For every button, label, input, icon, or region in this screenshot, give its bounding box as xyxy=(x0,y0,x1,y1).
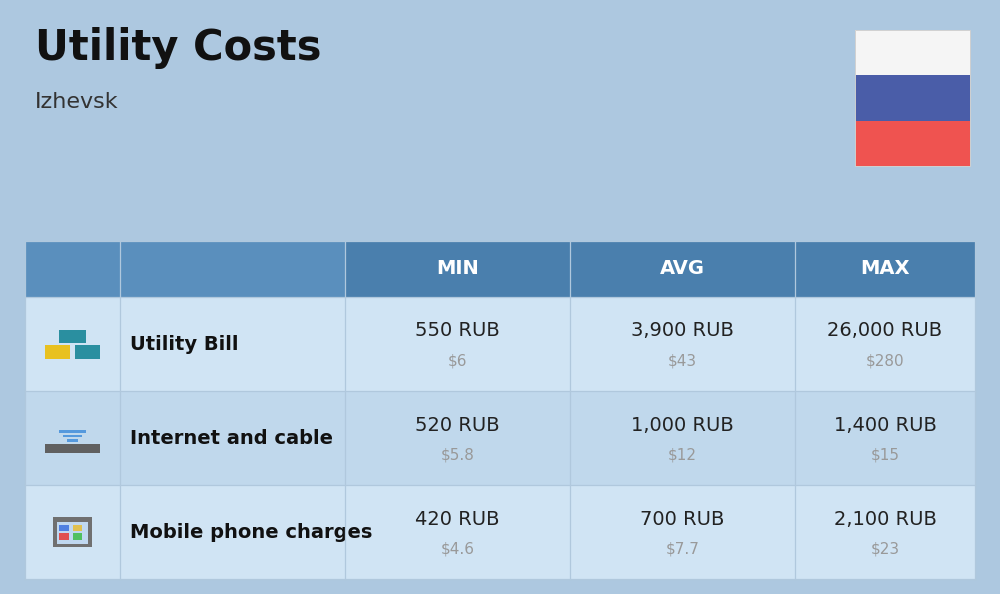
Bar xyxy=(25,297,975,391)
Bar xyxy=(53,517,92,547)
Text: 1,400 RUB: 1,400 RUB xyxy=(834,416,936,434)
Text: $15: $15 xyxy=(870,447,900,462)
Text: $6: $6 xyxy=(448,353,467,368)
Bar xyxy=(75,345,100,359)
Bar xyxy=(59,330,86,343)
Bar xyxy=(73,525,82,531)
Text: 700 RUB: 700 RUB xyxy=(640,510,725,529)
Bar xyxy=(59,525,69,531)
Text: 26,000 RUB: 26,000 RUB xyxy=(827,321,943,340)
Bar xyxy=(855,30,970,166)
Bar xyxy=(57,522,88,544)
Bar xyxy=(45,444,100,453)
Bar xyxy=(345,241,975,297)
Bar xyxy=(25,241,345,297)
Text: Mobile phone charges: Mobile phone charges xyxy=(130,523,372,542)
Text: 420 RUB: 420 RUB xyxy=(415,510,500,529)
Text: MAX: MAX xyxy=(860,260,910,278)
Bar xyxy=(855,30,970,75)
Bar xyxy=(67,440,78,442)
Bar xyxy=(855,121,970,166)
Text: $4.6: $4.6 xyxy=(440,541,474,556)
Bar xyxy=(63,435,82,437)
Bar xyxy=(59,430,86,432)
Text: 1,000 RUB: 1,000 RUB xyxy=(631,416,734,434)
Text: $5.8: $5.8 xyxy=(441,447,474,462)
Bar xyxy=(855,75,970,121)
Text: $23: $23 xyxy=(870,541,900,556)
Text: MIN: MIN xyxy=(436,260,479,278)
Bar xyxy=(73,533,82,539)
Bar xyxy=(59,533,69,539)
Text: 550 RUB: 550 RUB xyxy=(415,321,500,340)
Text: Utility Bill: Utility Bill xyxy=(130,334,239,353)
Bar xyxy=(45,345,70,359)
Bar xyxy=(25,391,975,485)
Text: Izhevsk: Izhevsk xyxy=(35,92,119,112)
Text: AVG: AVG xyxy=(660,260,705,278)
Text: $12: $12 xyxy=(668,447,697,462)
Text: Internet and cable: Internet and cable xyxy=(130,429,333,447)
Text: $280: $280 xyxy=(866,353,904,368)
Text: $43: $43 xyxy=(668,353,697,368)
Text: 520 RUB: 520 RUB xyxy=(415,416,500,434)
Text: 3,900 RUB: 3,900 RUB xyxy=(631,321,734,340)
Text: Utility Costs: Utility Costs xyxy=(35,27,322,69)
Text: $7.7: $7.7 xyxy=(666,541,699,556)
Bar xyxy=(25,485,975,579)
Text: 2,100 RUB: 2,100 RUB xyxy=(834,510,936,529)
